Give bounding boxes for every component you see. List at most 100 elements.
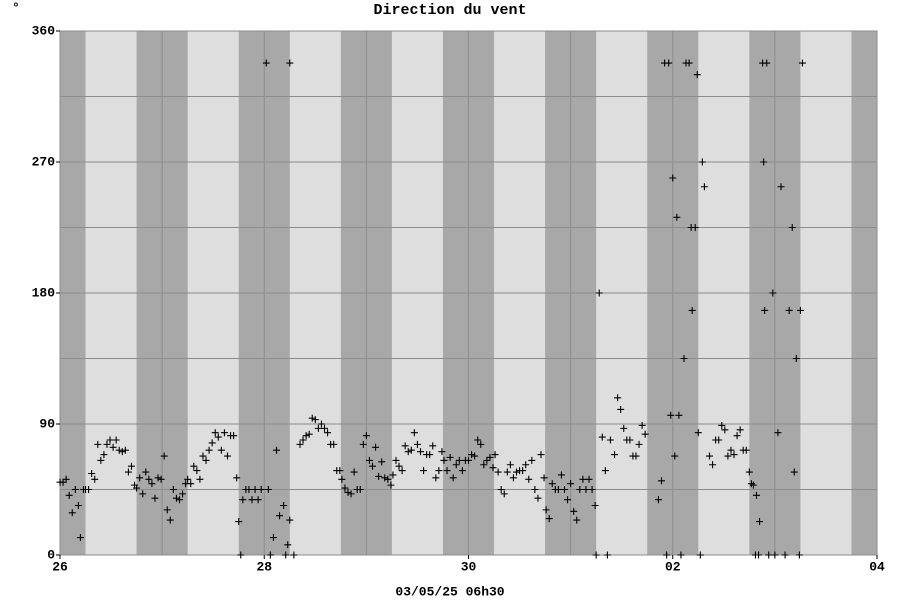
data-point (230, 432, 238, 440)
data-point (680, 355, 688, 362)
data-point (154, 474, 162, 482)
data-point (100, 451, 108, 459)
data-point (220, 429, 228, 437)
data-point (148, 480, 156, 488)
data-point (133, 484, 141, 492)
data-point (269, 534, 277, 542)
data-point (369, 462, 377, 470)
data-point (336, 467, 344, 475)
data-point (745, 468, 753, 476)
data-point (103, 440, 111, 448)
data-point (109, 443, 117, 451)
data-point (570, 507, 578, 515)
data-point (465, 456, 472, 464)
x-tick-label: 30 (461, 559, 477, 574)
data-point (179, 490, 187, 498)
data-point (675, 411, 683, 419)
data-point (509, 474, 517, 482)
data-point (452, 461, 460, 469)
data-point (788, 224, 796, 231)
data-point (248, 496, 256, 504)
data-point (387, 481, 395, 489)
data-point (115, 446, 123, 454)
data-point (752, 491, 760, 499)
data-point (458, 467, 466, 475)
data-point (771, 551, 779, 559)
data-point (286, 516, 294, 524)
data-point (474, 436, 482, 444)
data-point (688, 306, 696, 314)
data-point (404, 448, 412, 456)
data-point (500, 490, 508, 498)
data-point (677, 551, 685, 559)
data-point (233, 474, 241, 482)
data-point (145, 475, 153, 483)
data-point (127, 462, 135, 470)
data-point (384, 475, 392, 483)
data-point (202, 456, 210, 464)
y-tick-label: 360 (32, 23, 56, 38)
data-point (468, 451, 476, 459)
data-point (118, 448, 126, 456)
chart-title: Direction du vent (373, 2, 526, 19)
data-point (362, 432, 370, 440)
data-point (491, 451, 499, 459)
data-point (211, 429, 219, 437)
data-point (208, 439, 216, 447)
data-point (638, 421, 646, 429)
data-point (196, 475, 204, 483)
data-point (85, 486, 93, 493)
data-point (603, 551, 611, 559)
data-point (774, 429, 782, 437)
plot-area (56, 30, 878, 559)
data-point (330, 440, 338, 448)
data-point (696, 551, 704, 559)
x-axis-label: 03/05/25 06h30 (395, 584, 504, 599)
data-point (598, 433, 606, 441)
data-point (392, 456, 400, 464)
data-point (635, 440, 643, 448)
unit-label: ° (12, 0, 20, 15)
data-point (665, 59, 673, 67)
data-point (262, 59, 270, 67)
data-point (796, 306, 804, 314)
data-point (706, 452, 714, 460)
data-point (94, 440, 102, 448)
data-point (494, 468, 502, 476)
data-point (299, 436, 307, 444)
data-point (280, 502, 288, 510)
data-point (489, 464, 497, 472)
data-point (721, 426, 729, 434)
data-point (641, 430, 649, 438)
data-point (700, 183, 708, 191)
data-point (71, 486, 79, 493)
data-point (432, 474, 440, 482)
data-point (429, 442, 437, 450)
data-point (733, 432, 741, 440)
data-point (389, 471, 397, 479)
data-point (344, 488, 352, 496)
data-point (724, 452, 732, 460)
data-point (413, 440, 421, 448)
data-point (223, 452, 231, 460)
data-point (136, 474, 144, 482)
data-point (525, 475, 533, 483)
data-point (62, 475, 70, 483)
data-point (709, 461, 717, 469)
data-point (378, 458, 386, 466)
data-point (356, 486, 364, 493)
data-point (321, 424, 329, 432)
data-point (251, 486, 259, 493)
data-point (124, 468, 132, 476)
data-point (157, 475, 165, 483)
data-point (443, 467, 451, 475)
data-point (112, 436, 120, 444)
data-point (74, 502, 82, 510)
data-point (76, 534, 84, 542)
data-point (534, 494, 542, 502)
data-point (338, 475, 346, 483)
data-point (239, 496, 247, 504)
data-point (685, 59, 693, 67)
data-point (667, 411, 675, 419)
data-point (601, 467, 609, 475)
